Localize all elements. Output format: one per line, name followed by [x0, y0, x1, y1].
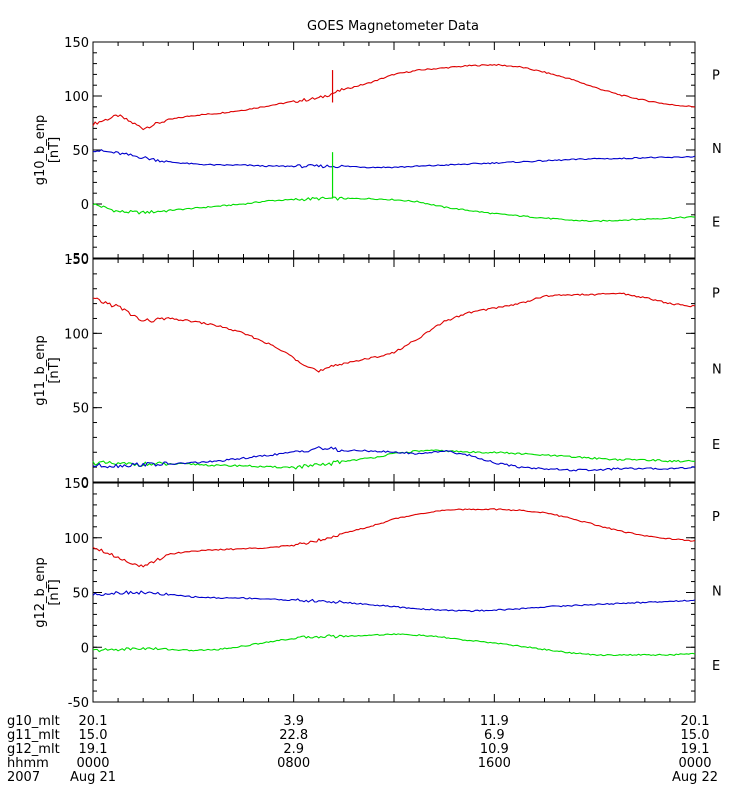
y-tick-label: 50	[72, 587, 89, 602]
component-label-e: E	[712, 438, 720, 453]
y-tick-label: 150	[64, 477, 89, 492]
series-line-e	[92, 446, 696, 472]
footer-value: 10.9	[480, 742, 509, 757]
panel-2: 150 100 50 0 g11_b_enp [nT] P N E	[33, 253, 722, 491]
footer-value: 22.8	[279, 728, 308, 743]
panel-frame	[92, 482, 696, 703]
panel-1: 150 100 50 0 -50 g10_b_enp [nT] P N E	[33, 36, 722, 267]
component-label-n: N	[712, 584, 722, 599]
footer-value: 20.1	[79, 714, 108, 729]
component-label-p: P	[712, 510, 720, 525]
y-tick-label: 50	[72, 402, 89, 417]
footer-value: 15.0	[681, 728, 710, 743]
footer-value: 11.9	[480, 714, 509, 729]
footer-value: 0000	[76, 756, 109, 771]
footer-value: Aug 22	[672, 770, 718, 785]
series-line-n	[92, 449, 695, 470]
y-tick-label: 100	[64, 532, 89, 547]
footer-value: 6.9	[484, 728, 505, 743]
y-tick-label: 150	[64, 253, 89, 268]
y-tick-label: 0	[81, 198, 89, 213]
y-axis-unit: [nT]	[47, 357, 62, 383]
y-axis-label: g12_b_enp	[33, 557, 48, 628]
series-line-e	[92, 590, 696, 613]
y-tick-label: -50	[68, 252, 89, 267]
series-line-e	[92, 149, 696, 169]
footer-value: 15.0	[79, 728, 108, 743]
component-label-n: N	[712, 362, 722, 377]
y-axis-unit: [nT]	[47, 137, 62, 163]
footer-row-label: hhmm	[7, 756, 49, 771]
y-axis-label: g10_b_enp	[33, 115, 48, 186]
component-label-e: E	[712, 215, 720, 230]
footer-row-label: g11_mlt	[7, 728, 60, 743]
footer-row-label: g12_mlt	[7, 742, 60, 757]
y-tick-label: 50	[72, 144, 89, 159]
y-tick-label: -50	[68, 696, 89, 711]
y-tick-label: 0	[81, 641, 89, 656]
footer-value: 19.1	[79, 742, 108, 757]
panel-3: 150 100 50 0 -50 g12_b_enp [nT] P N E	[33, 477, 722, 711]
footer-value: 0000	[678, 756, 711, 771]
footer-row-label: g10_mlt	[7, 714, 60, 729]
footer-value: 3.9	[283, 714, 304, 729]
y-tick-label: 100	[64, 327, 89, 342]
y-tick-label: 0	[81, 476, 89, 491]
component-label-n: N	[712, 142, 722, 157]
series-line-p	[92, 63, 696, 131]
y-tick-label: 100	[64, 90, 89, 105]
y-axis-label: g11_b_enp	[33, 335, 48, 406]
footer-value: 19.1	[681, 742, 710, 757]
series-line-n	[92, 633, 696, 657]
series-line-p	[92, 508, 696, 568]
component-label-p: P	[712, 68, 720, 83]
component-label-p: P	[712, 286, 720, 301]
y-tick-label: 150	[64, 36, 89, 51]
footer-value: 20.1	[681, 714, 710, 729]
chart-title: GOES Magnetometer Data	[307, 19, 479, 34]
footer-value: 0800	[277, 756, 310, 771]
series-line-n	[92, 196, 696, 223]
component-label-e: E	[712, 659, 720, 674]
footer-row-label: 2007	[7, 770, 40, 785]
footer-value: Aug 21	[70, 770, 116, 785]
series-line-p	[92, 292, 696, 373]
footer-value: 2.9	[283, 742, 304, 757]
y-axis-unit: [nT]	[47, 579, 62, 605]
footer-value: 1600	[478, 756, 511, 771]
panel-frame	[92, 258, 696, 483]
